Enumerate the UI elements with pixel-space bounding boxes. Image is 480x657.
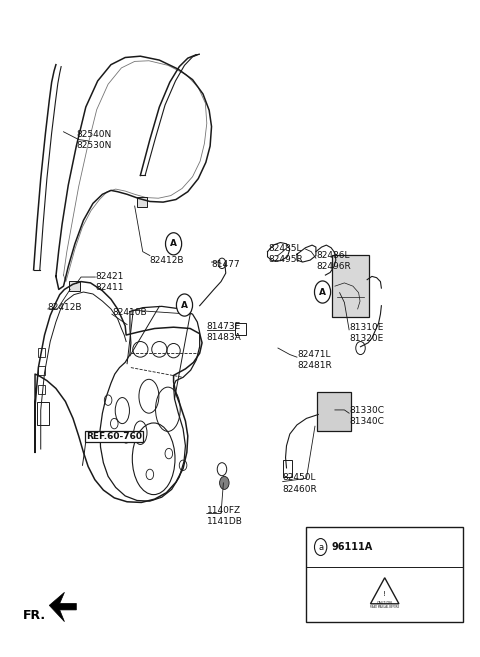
Text: 81330C
81340C: 81330C 81340C xyxy=(349,406,384,426)
Circle shape xyxy=(166,233,181,255)
Text: a: a xyxy=(318,543,323,551)
Text: !: ! xyxy=(383,591,386,597)
Circle shape xyxy=(314,281,331,303)
Text: 82410B: 82410B xyxy=(112,307,146,317)
Circle shape xyxy=(314,539,327,556)
Text: CAUTION: CAUTION xyxy=(377,601,393,605)
Text: 82471L
82481R: 82471L 82481R xyxy=(297,350,332,370)
Text: REF.60-760: REF.60-760 xyxy=(86,432,142,441)
Text: A: A xyxy=(181,300,188,309)
Polygon shape xyxy=(49,593,76,622)
Text: 82421
82411: 82421 82411 xyxy=(96,271,124,292)
Circle shape xyxy=(219,476,229,489)
Text: 82412B: 82412B xyxy=(48,302,83,311)
Text: READ MANUAL BEFORE: READ MANUAL BEFORE xyxy=(370,605,399,609)
Text: 82412B: 82412B xyxy=(150,256,184,265)
Text: 96111A: 96111A xyxy=(331,542,372,552)
Text: 82540N
82530N: 82540N 82530N xyxy=(76,129,112,150)
Text: 1140FZ
1141DB: 1140FZ 1141DB xyxy=(207,506,243,526)
Text: FR.: FR. xyxy=(23,608,46,622)
FancyBboxPatch shape xyxy=(317,392,350,432)
Text: 82486L
82496R: 82486L 82496R xyxy=(316,252,351,271)
Text: 82450L
82460R: 82450L 82460R xyxy=(283,474,317,493)
Text: 81473E
81483A: 81473E 81483A xyxy=(207,323,241,342)
Text: A: A xyxy=(319,288,326,296)
Text: 82485L
82495R: 82485L 82495R xyxy=(268,244,303,264)
Circle shape xyxy=(177,294,192,316)
Text: A: A xyxy=(170,239,177,248)
FancyBboxPatch shape xyxy=(332,255,369,317)
Text: 81477: 81477 xyxy=(212,260,240,269)
FancyBboxPatch shape xyxy=(69,281,80,291)
Text: 81310E
81320E: 81310E 81320E xyxy=(349,323,384,343)
FancyBboxPatch shape xyxy=(137,197,147,208)
